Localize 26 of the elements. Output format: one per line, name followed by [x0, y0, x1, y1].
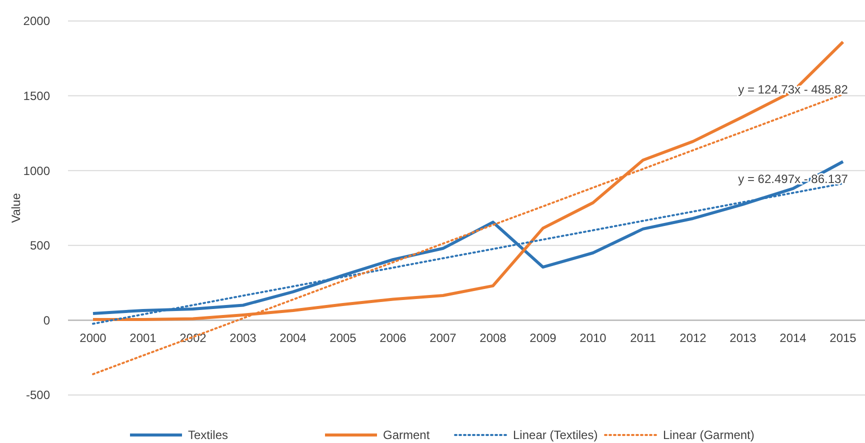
x-tick-label: 2009: [530, 331, 557, 346]
x-tick-label: 2015: [830, 331, 857, 346]
y-tick-label: 2000: [23, 14, 50, 28]
x-tick-label: 2005: [330, 331, 357, 346]
x-tick-label: 2006: [380, 331, 407, 346]
y-axis-title: Value: [9, 192, 23, 223]
y-tick-label: 500: [30, 238, 50, 253]
x-tick-label: 2004: [280, 331, 307, 346]
x-tick-label: 2007: [430, 331, 457, 346]
y-tick-label: 0: [43, 313, 50, 328]
x-tick-label: 2012: [680, 331, 707, 346]
y-tick-label: 1500: [23, 89, 50, 103]
legend-label: Textiles: [188, 428, 228, 442]
x-tick-label: 2008: [480, 331, 507, 346]
x-tick-label: 2013: [730, 331, 757, 346]
x-tick-label: 2001: [130, 331, 157, 346]
y-tick-label: -500: [26, 388, 50, 402]
x-tick-label: 2011: [630, 331, 656, 346]
legend-label: Linear (Textiles): [513, 428, 598, 442]
x-tick-label: 2000: [80, 331, 107, 346]
x-tick-label: 2003: [230, 331, 257, 346]
y-tick-label: 1000: [23, 164, 50, 178]
legend-label: Garment: [383, 428, 430, 442]
x-tick-label: 2014: [780, 331, 807, 346]
x-tick-label: 2010: [580, 331, 607, 346]
legend-label: Linear (Garment): [663, 428, 754, 442]
